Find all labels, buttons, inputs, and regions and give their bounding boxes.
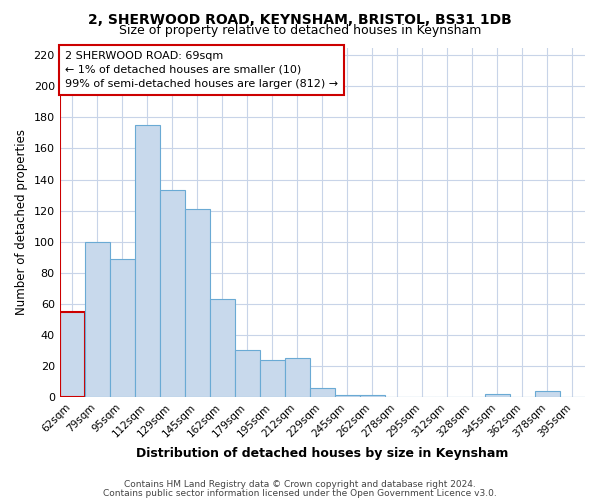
Text: Size of property relative to detached houses in Keynsham: Size of property relative to detached ho… xyxy=(119,24,481,37)
Y-axis label: Number of detached properties: Number of detached properties xyxy=(15,129,28,315)
Bar xyxy=(210,299,235,397)
Bar xyxy=(360,396,385,397)
X-axis label: Distribution of detached houses by size in Keynsham: Distribution of detached houses by size … xyxy=(136,447,509,460)
Bar xyxy=(285,358,310,397)
Bar xyxy=(185,209,210,397)
Bar xyxy=(335,396,360,397)
Bar xyxy=(485,394,510,397)
Bar xyxy=(535,390,560,397)
Bar xyxy=(235,350,260,397)
Bar xyxy=(160,190,185,397)
Bar xyxy=(85,242,110,397)
Bar xyxy=(59,312,85,397)
Text: Contains HM Land Registry data © Crown copyright and database right 2024.: Contains HM Land Registry data © Crown c… xyxy=(124,480,476,489)
Text: Contains public sector information licensed under the Open Government Licence v3: Contains public sector information licen… xyxy=(103,489,497,498)
Bar xyxy=(260,360,285,397)
Text: 2 SHERWOOD ROAD: 69sqm
← 1% of detached houses are smaller (10)
99% of semi-deta: 2 SHERWOOD ROAD: 69sqm ← 1% of detached … xyxy=(65,51,338,89)
Bar xyxy=(310,388,335,397)
Bar xyxy=(110,258,135,397)
Text: 2, SHERWOOD ROAD, KEYNSHAM, BRISTOL, BS31 1DB: 2, SHERWOOD ROAD, KEYNSHAM, BRISTOL, BS3… xyxy=(88,12,512,26)
Bar xyxy=(135,125,160,397)
